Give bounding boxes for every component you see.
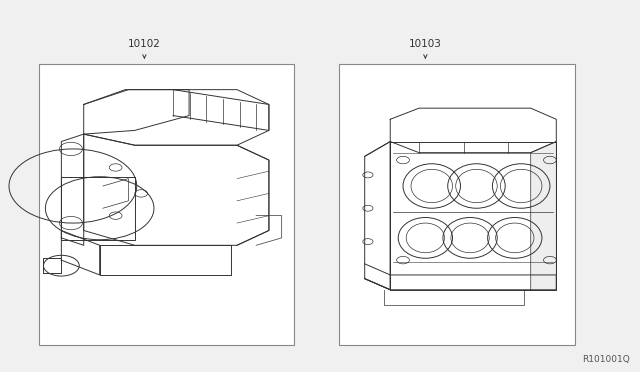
Polygon shape <box>365 141 390 290</box>
Text: 10102: 10102 <box>128 39 161 49</box>
Bar <box>339 64 575 345</box>
Text: R101001Q: R101001Q <box>582 355 630 364</box>
Polygon shape <box>84 134 269 245</box>
Polygon shape <box>365 141 390 290</box>
Polygon shape <box>531 141 556 290</box>
Polygon shape <box>390 108 556 153</box>
Polygon shape <box>173 90 269 131</box>
Polygon shape <box>61 231 100 275</box>
Polygon shape <box>44 258 61 273</box>
Polygon shape <box>61 134 84 245</box>
Text: 10103: 10103 <box>409 39 442 49</box>
Polygon shape <box>365 264 556 290</box>
Bar <box>39 64 294 345</box>
Polygon shape <box>84 90 189 134</box>
Polygon shape <box>390 141 556 290</box>
Polygon shape <box>100 245 230 275</box>
